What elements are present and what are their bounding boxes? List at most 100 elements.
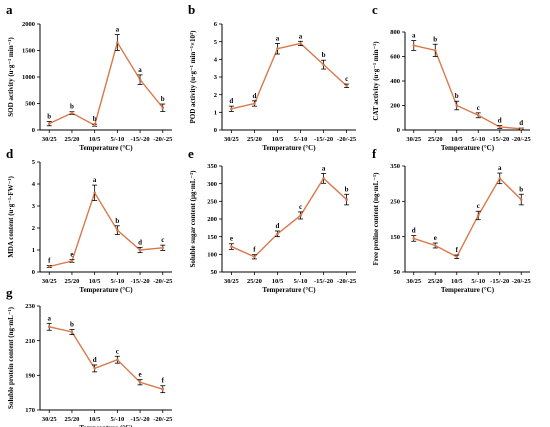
significance-letter: e bbox=[139, 371, 142, 379]
panel-label: d bbox=[6, 146, 14, 161]
x-tick-label: -20/-25 bbox=[153, 278, 173, 285]
x-tick-label: -20/-25 bbox=[337, 278, 357, 285]
y-tick-label: 3 bbox=[214, 74, 218, 81]
x-tick-label: 30/25 bbox=[42, 278, 58, 285]
x-axis-title: Temperature (°C) bbox=[262, 286, 316, 294]
y-tick-label: 350 bbox=[390, 163, 400, 170]
significance-letter: a bbox=[138, 66, 142, 74]
significance-letter: a bbox=[322, 164, 326, 172]
x-tick-label: 10/5 bbox=[272, 278, 284, 285]
y-tick-label: 150 bbox=[390, 234, 400, 241]
y-tick-label: 100 bbox=[207, 252, 217, 259]
y-tick-label: 50 bbox=[211, 269, 218, 276]
significance-letter: e bbox=[434, 234, 437, 242]
x-axis-title: Temperature (°C) bbox=[441, 144, 495, 152]
significance-letter: f bbox=[253, 246, 256, 254]
y-axis-title: POD activity (u·g⁻¹ min⁻¹×10³) bbox=[189, 30, 197, 124]
y-axis-title: Free proline content (ng·mL⁻¹) bbox=[372, 172, 380, 265]
x-tick-label: 25/20 bbox=[65, 136, 80, 143]
y-tick-label: 0 bbox=[32, 269, 35, 276]
data-point bbox=[345, 84, 348, 88]
significance-letter: f bbox=[162, 377, 165, 385]
panel-label: c bbox=[372, 2, 378, 17]
data-point bbox=[253, 255, 256, 259]
y-tick-label: 6 bbox=[214, 21, 218, 28]
significance-letter: b bbox=[70, 320, 74, 328]
significance-letter: a bbox=[276, 34, 280, 42]
x-axis-title: Temperature (°C) bbox=[262, 144, 316, 152]
y-tick-label: 400 bbox=[390, 78, 400, 85]
panel-e: e 50 100 150 200 250 300 350 30/25 25/20 10/5 5/-10… bbox=[188, 146, 357, 294]
y-tick-label: 150 bbox=[207, 234, 217, 241]
x-tick-label: 25/20 bbox=[65, 278, 80, 285]
y-tick-label: 600 bbox=[390, 54, 400, 61]
y-tick-label: 250 bbox=[390, 199, 400, 206]
data-point bbox=[412, 237, 416, 240]
data-point bbox=[276, 232, 279, 236]
panel-label: b bbox=[188, 2, 195, 17]
series-line bbox=[231, 177, 348, 258]
significance-letter: c bbox=[116, 347, 119, 355]
x-tick-label: -20/-25 bbox=[512, 136, 532, 143]
data-point bbox=[138, 248, 142, 252]
significance-letter: e bbox=[70, 251, 73, 259]
data-point bbox=[299, 42, 302, 45]
data-point bbox=[93, 123, 96, 127]
y-tick-label: 500 bbox=[25, 101, 35, 108]
x-axis-title: Temperature (°C) bbox=[441, 286, 495, 294]
x-axis-title: Temperature (°C) bbox=[79, 286, 133, 294]
significance-letter: a bbox=[47, 314, 51, 322]
data-point bbox=[322, 63, 325, 66]
significance-letter: a bbox=[412, 32, 416, 40]
significance-letter: b bbox=[519, 185, 523, 193]
significance-letter: d bbox=[498, 116, 502, 124]
x-tick-label: 30/25 bbox=[42, 136, 58, 143]
x-tick-label: -15/-20 bbox=[314, 278, 333, 285]
x-tick-label: 30/25 bbox=[406, 278, 422, 285]
x-tick-label: -20/-25 bbox=[512, 278, 532, 285]
data-point bbox=[138, 380, 142, 384]
y-axis-title: Soluble sugar content (µg·mL⁻¹) bbox=[189, 170, 197, 268]
x-tick-label: -15/-20 bbox=[314, 136, 333, 143]
x-tick-label: 5/-10 bbox=[110, 136, 124, 143]
panel-label: g bbox=[6, 285, 13, 300]
x-tick-label: -20/-25 bbox=[153, 416, 173, 423]
significance-letter: b bbox=[345, 185, 349, 193]
x-tick-label: 5/-10 bbox=[471, 278, 485, 285]
x-tick-label: 25/20 bbox=[65, 416, 80, 423]
data-point bbox=[116, 228, 119, 232]
x-tick-label: 30/25 bbox=[224, 278, 240, 285]
data-point bbox=[161, 106, 165, 110]
series-line bbox=[49, 191, 163, 268]
series-line bbox=[413, 44, 522, 130]
x-tick-label: 5/-10 bbox=[110, 278, 124, 285]
data-point bbox=[455, 255, 459, 259]
significance-letter: e bbox=[230, 235, 233, 243]
significance-letter: c bbox=[477, 104, 480, 112]
panel-b: b 0 1 2 3 4 5 6 30/25 25/20 10/5 5/-10 -15/-20 -20/-2… bbox=[188, 2, 357, 152]
data-point bbox=[519, 198, 523, 201]
x-tick-label: -15/-20 bbox=[490, 278, 509, 285]
data-point bbox=[433, 49, 437, 52]
significance-letter: a bbox=[93, 176, 97, 184]
data-point bbox=[116, 41, 119, 44]
series-line bbox=[48, 40, 164, 127]
x-tick-label: 25/20 bbox=[428, 136, 443, 143]
data-point bbox=[70, 259, 74, 263]
data-point bbox=[230, 107, 233, 111]
data-point bbox=[70, 330, 74, 334]
significance-letter: b bbox=[433, 35, 437, 43]
panel-g: g 170 190 210 230 30/25 25/20 10/5 5/-10 -15/-20-… bbox=[6, 285, 173, 427]
significance-letter: c bbox=[477, 202, 480, 210]
data-point bbox=[476, 114, 480, 117]
series-line bbox=[49, 326, 163, 390]
data-point bbox=[253, 102, 256, 105]
x-tick-label: -15/-20 bbox=[130, 278, 149, 285]
significance-letter: a bbox=[498, 164, 502, 172]
series-line bbox=[413, 177, 522, 258]
x-axis-title: Temperature (°C) bbox=[79, 144, 133, 152]
y-tick-label: 170 bbox=[25, 407, 35, 414]
significance-letter: c bbox=[345, 75, 348, 83]
panel-a: a 0 500 1000 1500 2000 30/25 25/20 10/5 5/-10 -15/… bbox=[6, 2, 173, 152]
x-tick-label: 10/5 bbox=[89, 416, 101, 423]
